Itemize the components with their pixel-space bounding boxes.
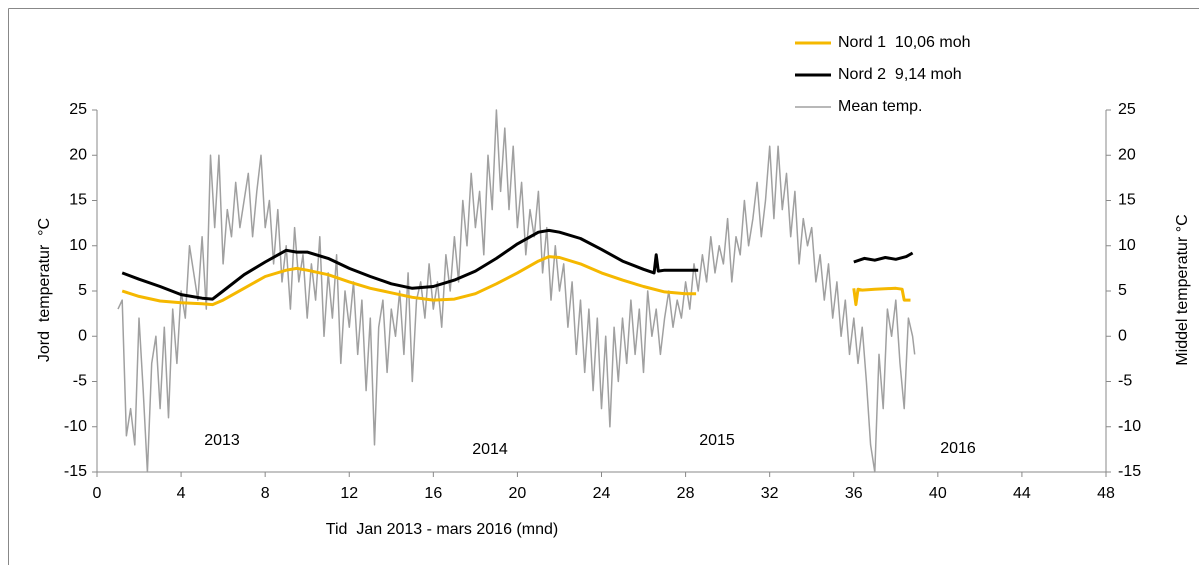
y2-tick-label: 10: [1118, 237, 1136, 254]
x-tick-label: 8: [261, 485, 270, 502]
annotation: 2015: [699, 432, 735, 449]
y-tick-label: 15: [69, 192, 87, 209]
y2-axis-title: Middel temperatur °C: [1174, 214, 1191, 365]
x-axis-title: Tid Jan 2013 - mars 2016 (mnd): [326, 521, 558, 538]
y-tick-label: -10: [64, 418, 87, 435]
series-line: [117, 109, 916, 473]
series-line: [121, 228, 914, 301]
y-tick-label: 25: [69, 101, 87, 118]
x-tick-label: 16: [424, 485, 442, 502]
y2-tick-label: 0: [1118, 327, 1127, 344]
x-tick-label: 4: [177, 485, 186, 502]
x-tick-label: 12: [340, 485, 358, 502]
x-tick-label: 0: [93, 485, 102, 502]
y2-tick-label: 5: [1118, 282, 1127, 299]
legend-label: Nord 2 9,14 moh: [838, 66, 962, 83]
series-line: [121, 255, 911, 307]
y-tick-label: 10: [69, 237, 87, 254]
y2-tick-label: 25: [1118, 101, 1136, 118]
x-tick-label: 44: [1013, 485, 1031, 502]
annotation: 2013: [204, 432, 240, 449]
x-tick-label: 32: [761, 485, 779, 502]
x-tick-label: 36: [845, 485, 863, 502]
y-axis-title: Jord temperatur °C: [36, 218, 53, 362]
y-tick-label: -15: [64, 463, 87, 480]
x-tick-label: 24: [593, 485, 611, 502]
x-tick-label: 40: [929, 485, 947, 502]
y2-tick-label: 20: [1118, 146, 1136, 163]
legend-label: Nord 1 10,06 moh: [838, 34, 971, 51]
y-tick-label: 20: [69, 146, 87, 163]
x-tick-label: 28: [677, 485, 695, 502]
annotation: 2016: [940, 440, 976, 457]
x-tick-label: 48: [1097, 485, 1115, 502]
x-tick-label: 20: [509, 485, 527, 502]
y2-tick-label: 15: [1118, 192, 1136, 209]
y2-tick-label: -5: [1118, 373, 1132, 390]
y-tick-label: 5: [78, 282, 87, 299]
y2-tick-label: -15: [1118, 463, 1141, 480]
y-tick-label: 0: [78, 327, 87, 344]
legend-label: Mean temp.: [838, 98, 922, 115]
y2-tick-label: -10: [1118, 418, 1141, 435]
y-tick-label: -5: [73, 373, 87, 390]
annotation: 2014: [472, 441, 508, 458]
